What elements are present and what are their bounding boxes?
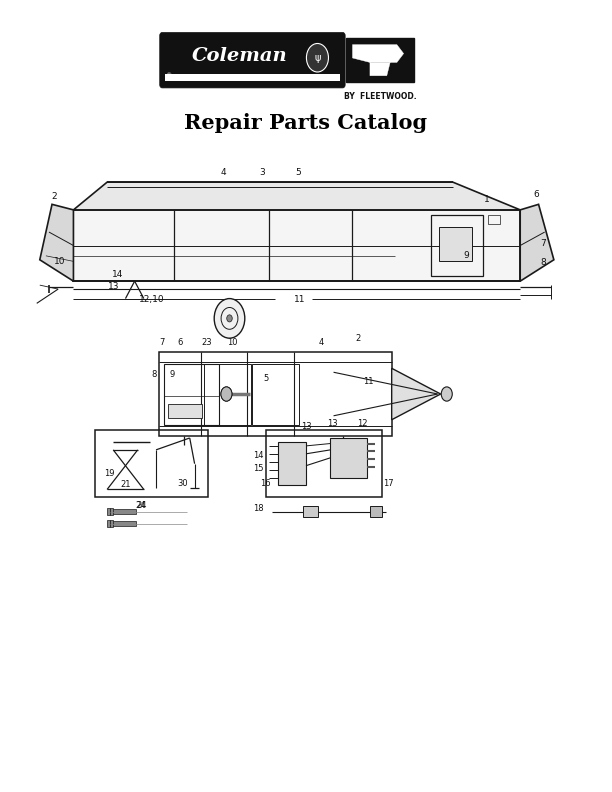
Text: 1: 1 — [483, 195, 490, 204]
Text: 12,10: 12,10 — [139, 295, 165, 304]
Text: 6: 6 — [534, 189, 540, 199]
Circle shape — [214, 299, 245, 338]
Bar — [111, 509, 136, 514]
Polygon shape — [520, 204, 554, 281]
Text: 6: 6 — [178, 338, 183, 348]
Text: ®: ® — [165, 74, 171, 78]
Text: BY  FLEETWOOD.: BY FLEETWOOD. — [344, 92, 416, 101]
Text: 5: 5 — [296, 168, 302, 177]
Text: 13: 13 — [327, 419, 338, 428]
Bar — [159, 352, 392, 436]
FancyBboxPatch shape — [160, 32, 345, 88]
Bar — [107, 520, 110, 527]
Bar — [278, 442, 306, 485]
Bar — [370, 506, 382, 517]
Text: 7: 7 — [540, 238, 547, 248]
Text: 23: 23 — [201, 338, 212, 348]
Polygon shape — [392, 368, 441, 420]
Text: 7: 7 — [160, 338, 165, 348]
Text: 9: 9 — [170, 370, 175, 379]
Bar — [73, 210, 520, 281]
Text: 13: 13 — [300, 421, 312, 431]
Polygon shape — [73, 182, 520, 210]
Text: 19: 19 — [103, 469, 114, 478]
Bar — [164, 364, 219, 425]
Text: 24: 24 — [136, 501, 147, 510]
Circle shape — [221, 387, 232, 401]
Text: 24: 24 — [135, 501, 146, 510]
Circle shape — [221, 387, 232, 401]
Text: 8: 8 — [540, 258, 547, 268]
Polygon shape — [40, 204, 73, 281]
Text: 11: 11 — [363, 377, 374, 386]
Bar — [488, 215, 500, 224]
Bar — [266, 430, 382, 497]
Bar — [107, 508, 110, 515]
Text: 16: 16 — [259, 478, 271, 488]
Text: 9: 9 — [463, 251, 469, 261]
Text: 11: 11 — [294, 295, 305, 304]
Bar — [110, 508, 113, 515]
Polygon shape — [353, 44, 403, 76]
Text: 5: 5 — [264, 374, 269, 383]
Bar — [165, 74, 340, 81]
Circle shape — [441, 387, 452, 401]
Bar — [204, 364, 250, 425]
Text: 15: 15 — [253, 464, 264, 474]
Text: 2: 2 — [51, 192, 57, 201]
Bar — [431, 215, 483, 276]
Bar — [252, 364, 299, 425]
Text: 4: 4 — [220, 168, 226, 177]
Text: 10: 10 — [54, 257, 65, 266]
Text: 2: 2 — [356, 334, 360, 344]
Bar — [111, 521, 136, 526]
Text: 12: 12 — [357, 419, 368, 428]
Text: 8: 8 — [152, 370, 157, 379]
Bar — [303, 506, 318, 517]
Circle shape — [226, 314, 232, 322]
Text: 18: 18 — [253, 504, 264, 513]
Bar — [168, 404, 202, 418]
Bar — [439, 227, 472, 261]
Bar — [346, 38, 414, 82]
Text: 30: 30 — [177, 478, 188, 488]
Text: ψ: ψ — [314, 53, 321, 63]
Text: 10: 10 — [227, 338, 238, 348]
Text: 13: 13 — [108, 282, 119, 291]
Text: 14: 14 — [112, 270, 123, 280]
Bar — [95, 430, 208, 497]
Text: Repair Parts Catalog: Repair Parts Catalog — [184, 112, 428, 133]
Circle shape — [307, 44, 329, 72]
Text: 3: 3 — [259, 168, 265, 177]
Text: Coleman: Coleman — [192, 48, 288, 65]
Bar — [330, 438, 367, 478]
Text: 4: 4 — [319, 338, 324, 348]
Text: 14: 14 — [253, 451, 264, 460]
Text: 17: 17 — [383, 478, 394, 488]
Text: 21: 21 — [120, 480, 131, 489]
Bar — [110, 520, 113, 527]
